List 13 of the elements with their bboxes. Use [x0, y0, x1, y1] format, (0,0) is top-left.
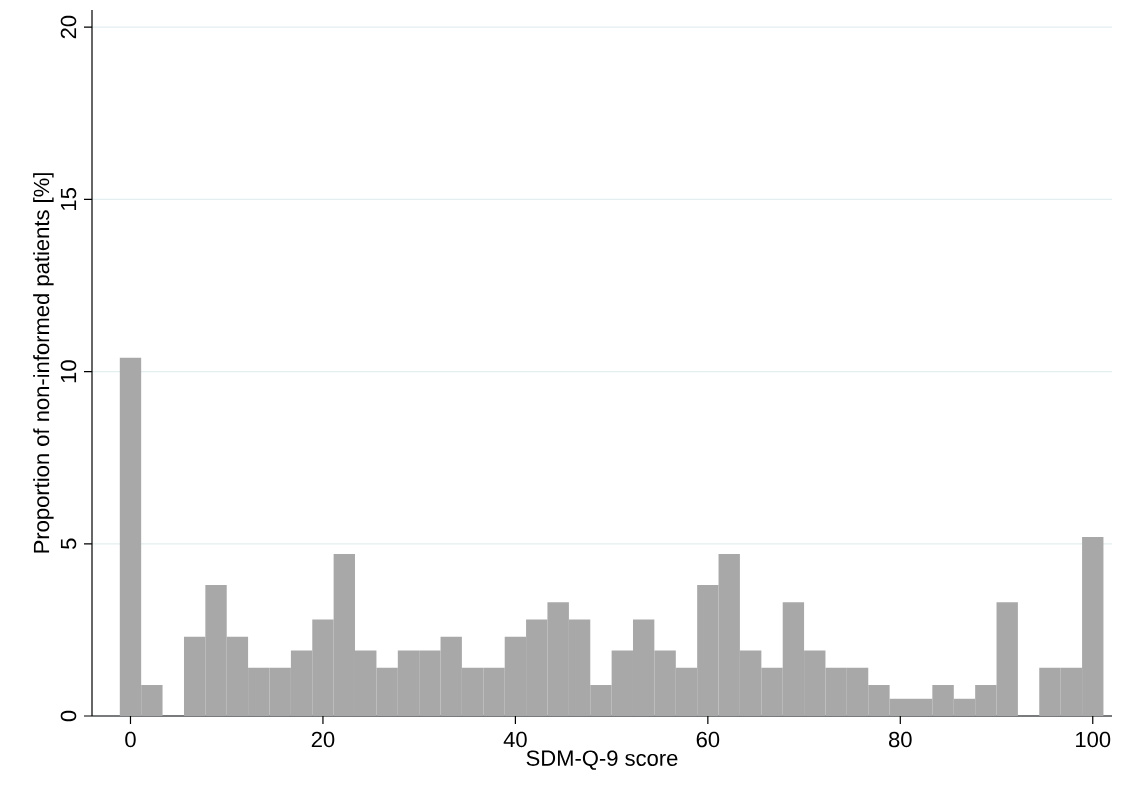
x-tick-label: 100	[1076, 731, 1111, 748]
x-tick-label: 0	[125, 731, 136, 748]
y-tick-label: 10	[60, 360, 77, 383]
x-tick-label: 60	[696, 731, 720, 748]
x-tick-label: 20	[311, 731, 335, 748]
y-tick-label: 20	[60, 15, 77, 39]
y-tick-label: 0	[60, 710, 77, 722]
x-tick-label: 40	[503, 731, 527, 748]
y-tick-label: 15	[60, 188, 77, 210]
x-axis-title: SDM-Q-9 score	[526, 750, 678, 770]
y-axis-title: Proportion of non-informed patients [%]	[33, 173, 54, 553]
x-tick-label: 80	[889, 731, 912, 748]
y-tick-label: 5	[60, 538, 77, 550]
